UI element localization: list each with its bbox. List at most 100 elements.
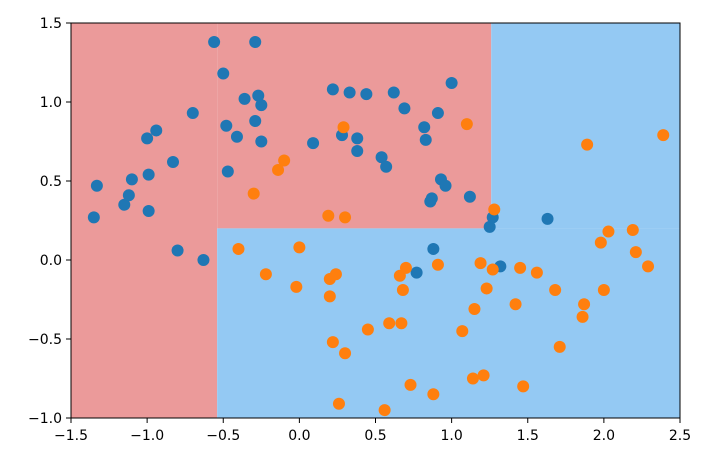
point-class-1-34 [486,263,499,276]
point-class-0-40 [427,242,440,255]
point-class-0-22 [255,99,268,112]
point-class-0-41 [431,107,444,120]
point-class-1-2 [247,187,260,200]
point-class-0-45 [463,190,476,203]
point-class-0-17 [230,130,243,143]
point-class-1-21 [396,284,409,297]
point-class-0-33 [387,86,400,99]
point-class-1-41 [576,310,589,323]
point-class-0-1 [90,179,103,192]
point-class-1-38 [530,266,543,279]
point-class-0-8 [150,124,163,137]
point-class-1-4 [278,154,291,167]
point-class-1-35 [509,298,522,311]
point-class-1-47 [626,223,639,236]
point-class-1-46 [602,225,615,238]
region-class-1-3 [491,23,680,229]
x-tick-label: 2.5 [669,428,691,444]
point-class-0-37 [419,133,432,146]
point-class-0-4 [125,173,138,186]
point-class-0-28 [351,132,364,145]
point-class-0-31 [375,151,388,164]
point-class-1-37 [517,380,530,393]
point-class-1-20 [395,317,408,330]
point-class-1-26 [456,325,469,338]
point-class-0-16 [221,165,234,178]
point-class-0-10 [171,244,184,257]
point-class-0-29 [351,144,364,157]
point-class-0-44 [445,77,458,90]
x-tick-label: −0.5 [206,428,240,444]
point-class-0-19 [249,35,262,48]
point-class-1-45 [597,284,610,297]
point-class-1-36 [514,261,527,274]
point-class-1-6 [293,241,306,254]
point-class-1-16 [361,323,374,336]
point-class-0-15 [220,119,233,132]
point-class-0-3 [122,189,135,202]
point-class-0-36 [418,121,431,134]
point-class-1-17 [378,404,391,417]
point-class-1-5 [290,280,303,293]
x-tick-label: 2.0 [593,428,615,444]
point-class-1-43 [581,138,594,151]
point-class-1-33 [488,203,501,216]
point-class-1-25 [431,258,444,271]
point-class-0-49 [541,212,554,225]
point-class-1-28 [466,372,479,385]
decision-regions [71,23,680,418]
point-class-0-39 [425,192,438,205]
point-class-1-0 [232,242,245,255]
point-class-0-18 [238,92,251,105]
region-class-1-2 [217,228,680,418]
y-tick-label: −0.5 [28,332,62,348]
scatter-points [87,35,670,417]
point-class-0-32 [380,160,393,173]
point-class-0-34 [398,102,411,115]
point-class-1-12 [332,397,345,410]
point-class-0-21 [252,89,265,102]
point-class-1-22 [399,261,412,274]
point-class-1-14 [339,211,352,224]
point-class-1-30 [474,257,487,270]
point-class-1-49 [642,260,655,273]
point-class-1-27 [460,118,473,131]
point-class-1-24 [427,388,440,401]
x-tick-label: 1.5 [517,428,539,444]
point-class-0-9 [167,156,180,169]
point-class-1-9 [323,290,336,303]
x-tick-label: 0.5 [364,428,386,444]
point-class-1-50 [657,129,670,142]
point-class-1-40 [553,340,566,353]
point-class-1-15 [339,347,352,360]
point-class-0-7 [142,205,155,218]
y-tick-label: 0.5 [40,174,62,190]
point-class-0-27 [343,86,356,99]
point-class-0-23 [255,135,268,148]
region-class-0-1 [217,23,492,229]
point-class-1-39 [549,284,562,297]
point-class-0-25 [326,83,339,96]
y-axis: −1.0 −0.5 0.0 0.5 1.0 1.5 [28,16,71,427]
point-class-0-14 [217,67,230,80]
x-axis: −1.5 −1.0 −0.5 0.0 0.5 1.0 1.5 2.0 2.5 [54,418,691,444]
x-tick-label: 1.0 [440,428,462,444]
point-class-0-46 [483,220,496,233]
point-class-1-44 [594,236,607,249]
point-class-1-7 [322,209,335,222]
point-class-0-11 [186,107,199,120]
point-class-1-29 [468,302,481,315]
y-tick-label: 0.0 [40,253,62,269]
point-class-0-20 [249,114,262,127]
point-class-1-10 [326,336,339,349]
point-class-1-31 [477,369,490,382]
point-class-1-1 [259,268,272,281]
point-class-0-43 [439,179,452,192]
point-class-1-48 [629,246,642,259]
point-class-1-13 [337,121,350,134]
point-class-0-30 [360,88,373,101]
point-class-0-6 [142,168,155,181]
point-class-0-24 [307,137,320,150]
point-class-1-11 [329,268,342,281]
